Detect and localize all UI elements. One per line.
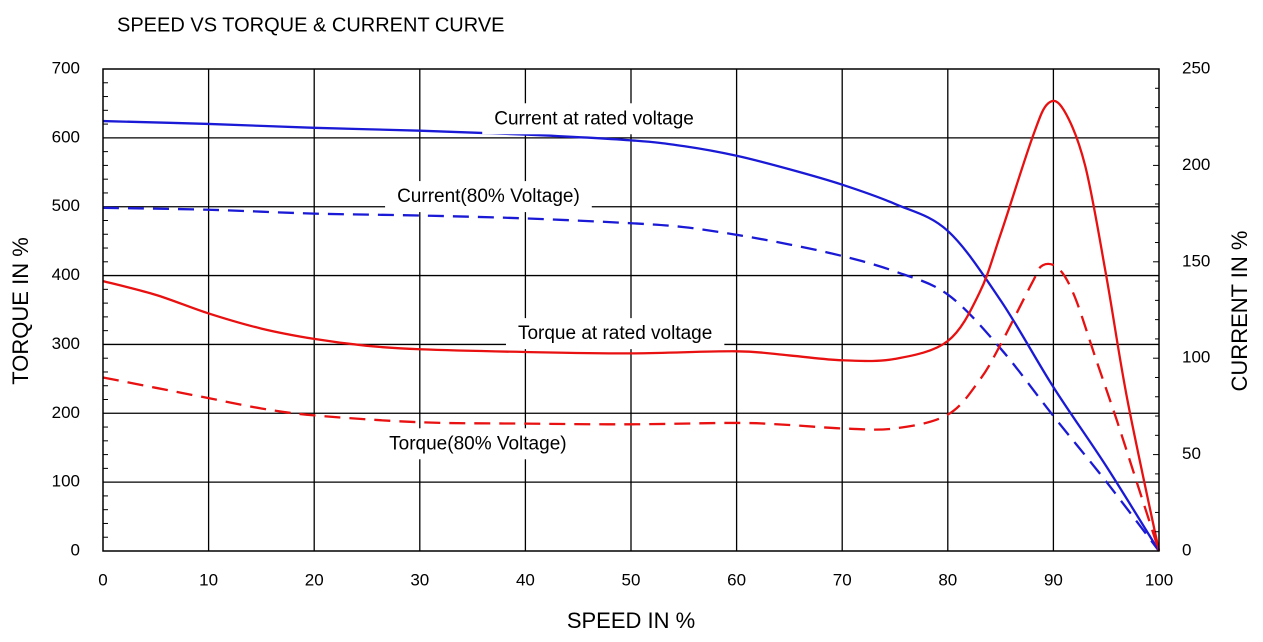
annotation-text: Current(80% Voltage) xyxy=(397,186,580,207)
x-tick-label: 70 xyxy=(833,570,852,589)
annotation-text: Torque(80% Voltage) xyxy=(389,433,566,454)
x-tick-label: 80 xyxy=(938,570,957,589)
tick-labels: 0 10 20 30 40 50 60 70 80 90 100010020030040050060… xyxy=(52,58,1211,589)
annotation-layer: Current at rated voltage Current(80% Volt… xyxy=(377,103,725,460)
series-layer xyxy=(102,99,1161,552)
annotation-3: Torque at rated voltage xyxy=(505,318,725,350)
x-tick-label: 0 xyxy=(98,570,107,589)
x-tick-label: 20 xyxy=(305,570,324,589)
y2-tick-label: 250 xyxy=(1182,58,1210,77)
y-tick-label: 100 xyxy=(52,472,80,491)
plot-border xyxy=(102,68,1160,552)
y-tick-label: 600 xyxy=(52,127,80,146)
y-tick-label: 0 xyxy=(71,540,80,559)
y-tick-label: 400 xyxy=(52,265,80,284)
annotation-1: Current at rated voltage xyxy=(482,103,706,135)
annotation-background xyxy=(505,318,725,350)
y2-tick-label: 150 xyxy=(1182,251,1210,270)
x-tick-label: 90 xyxy=(1044,570,1063,589)
x-tick-label: 10 xyxy=(199,570,218,589)
plot-frame xyxy=(102,68,1160,552)
y2-tick-label: 100 xyxy=(1182,348,1210,367)
annotation-2: Current(80% Voltage) xyxy=(385,181,592,213)
chart-title: SPEED VS TORQUE & CURRENT CURVE xyxy=(117,14,505,36)
y2-tick-label: 200 xyxy=(1182,155,1210,174)
x-tick-label: 40 xyxy=(516,570,535,589)
y-tick-label: 700 xyxy=(52,58,80,77)
series-line-2 xyxy=(102,206,1160,552)
y2-tick-label: 0 xyxy=(1182,540,1191,559)
y-axis-label: TORQUE IN % xyxy=(8,237,33,385)
annotation-text: Current at rated voltage xyxy=(494,108,694,129)
x-tick-label: 50 xyxy=(622,570,641,589)
x-tick-label: 30 xyxy=(410,570,429,589)
annotation-background xyxy=(377,428,579,460)
series-line-3 xyxy=(102,99,1161,552)
annotation-background xyxy=(385,181,592,213)
x-tick-label: 100 xyxy=(1145,570,1173,589)
y-tick-label: 200 xyxy=(52,403,80,422)
annotation-4: Torque(80% Voltage) xyxy=(377,428,579,460)
y2-tick-label: 50 xyxy=(1182,444,1201,463)
x-tick-label: 60 xyxy=(727,570,746,589)
y-tick-label: 500 xyxy=(52,196,80,215)
series-line-1 xyxy=(102,119,1160,552)
series-line-4 xyxy=(102,262,1161,552)
y2-axis-label: CURRENT IN % xyxy=(1227,231,1252,392)
annotation-background xyxy=(482,103,706,135)
x-axis-label: SPEED IN % xyxy=(567,608,695,633)
y-tick-label: 300 xyxy=(52,334,80,353)
annotation-text: Torque at rated voltage xyxy=(518,323,712,344)
